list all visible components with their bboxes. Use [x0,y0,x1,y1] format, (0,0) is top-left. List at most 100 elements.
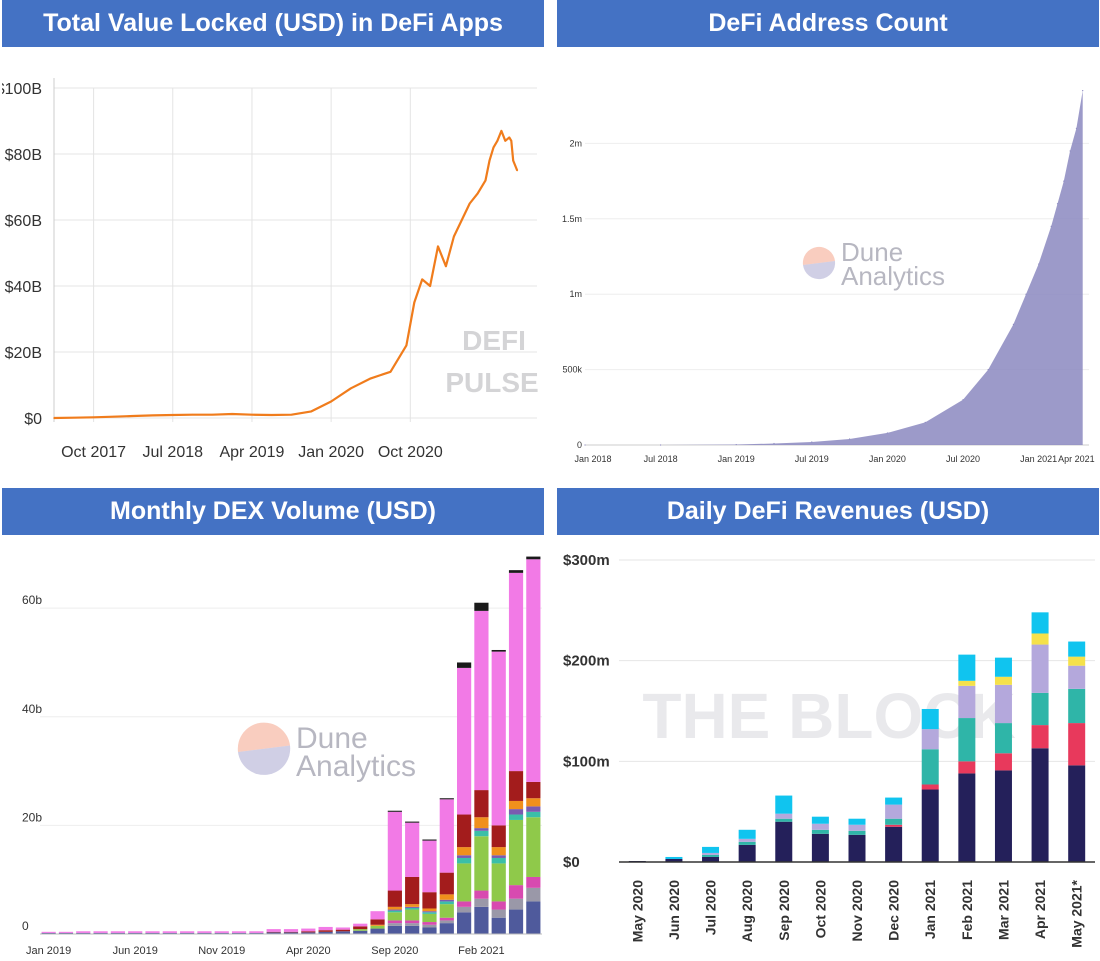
tvl-data-point [231,413,233,415]
tvl-data-point [350,387,352,390]
dex-bar-segment-magenta [508,885,524,899]
revenues-bar-segment-lavender [775,813,793,819]
tvl-data-point [460,219,463,221]
dex-bar-segment-black [387,810,402,812]
dex-bar-segment-magenta [526,876,541,888]
address-watermark-word-1: Dune [841,237,903,267]
dex-bar-segment-orange [405,904,420,907]
tvl-x-tick-label: Apr 2019 [219,444,284,461]
dex-x-tick-label: Sep 2020 [371,945,418,957]
revenues-bar-segment-navy [848,834,866,862]
revenues-bar-segment-yellow [958,680,976,686]
revenues-bar-segment-cyan [958,654,976,681]
revenues-bar-segment-navy [665,858,683,862]
dex-x-tick-label: Feb 2021 [458,945,504,957]
dex-bar-segment-navy [457,912,472,934]
dex-bar-segment-navy [231,932,247,934]
dex-bar-segment-pink [93,931,108,933]
dex-bar-segment-gray [422,924,437,928]
dex-bar-segment-navy [145,932,160,934]
tvl-title: Total Value Locked (USD) in DeFi Apps [2,0,544,47]
dex-bar-segment-teal [508,814,524,820]
address-data-point [1063,180,1065,182]
address-x-tick-label: Jan 2021 [1020,454,1057,464]
revenues-bar-segment-red [958,761,976,774]
dex-x-tick-label: Jun 2019 [113,945,158,957]
dex-bar-segment-teal [491,857,506,864]
revenues-bar-segment-teal [848,830,866,835]
dex-bar-segment-pink [318,926,333,931]
dex-bar-segment-pink [197,931,212,933]
tvl-data-point [496,140,499,142]
revenues-x-tick-label: Feb 2021 [959,880,975,940]
revenues-bar-segment-navy [702,856,720,862]
tvl-data-point [270,414,273,416]
address-data-point [1025,293,1027,295]
revenues-bar-segment-yellow [994,676,1012,685]
dex-bar-segment-navy [110,932,125,934]
revenues-bar-segment-navy [1068,765,1086,862]
dex-watermark-word-1: Dune [296,722,368,755]
revenues-x-tick-label: May 2020 [629,880,645,942]
dex-bar-segment-navy [41,932,56,934]
address-x-tick-label: Jan 2019 [718,454,755,464]
tvl-data-point [421,278,423,281]
dex-bar-segment-teal [387,910,402,913]
address-y-tick-label: 1.5m [562,214,582,224]
address-data-point [1075,127,1077,129]
revenues-bar-segment-red [885,824,903,827]
dex-bar-segment-navy [197,932,212,934]
dex-bar-segment-darkred [422,892,437,909]
dex-bar-segment-orange [370,924,385,926]
tvl-data-point [445,265,447,268]
dex-volume-title: Monthly DEX Volume (USD) [2,488,544,535]
tvl-data-point [389,371,392,373]
tvl-y-tick-label: $20B [5,345,42,362]
tvl-data-point [488,159,491,162]
revenues-bar-segment-cyan [885,797,903,805]
dex-bar-segment-gray [508,898,524,910]
revenues-title: Daily DeFi Revenues (USD) [557,488,1099,535]
dex-watermark-word-2: Analytics [296,750,416,783]
revenues-bar-segment-teal [921,749,939,785]
revenues-bar-segment-cyan [665,856,683,859]
dex-bar-segment-teal [474,830,489,837]
tvl-y-tick-label: $100B [2,81,42,98]
address-data-point [1069,150,1071,152]
tvl-data-point [152,414,154,417]
dex-bar-segment-purple [474,828,489,831]
dex-bar-segment-gray [387,923,402,926]
address-count-title: DeFi Address Count [557,0,1099,47]
dex-bar-segment-pink [353,923,368,927]
revenues-bar-segment-teal [1068,688,1086,724]
revenues-bar-segment-lavender [994,684,1012,724]
tvl-data-point [492,146,495,149]
dex-bar-segment-black [526,556,541,560]
dex-bar-segment-orange [526,798,541,807]
dex-bar-segment-magenta [491,901,506,910]
address-count-panel: DeFi Address Count 0 500k 1m 1.5m 2m Jan 2018… [557,0,1099,481]
dex-bar-segment-pink [231,931,247,933]
address-data-point [660,444,662,446]
address-count-chart: 0 500k 1m 1.5m 2m Jan 2018 Jul 2018 Jan 2019 Jul… [562,90,1095,464]
dex-bar-segment-orange [387,906,402,910]
dex-bar-segment-magenta [422,922,437,925]
tvl-x-tick-label: Jul 2018 [143,444,204,461]
revenues-bar-segment-lavender [702,852,720,855]
revenues-chart: $0 $100m $200m $300m THE BLOCK May 2020 Jun 20… [563,552,1095,948]
dex-volume-chart: 0 20b 40b 60b Jan 2019 Jun 2019 Nov 2019 Apr 20… [22,556,542,957]
dex-bar-segment-navy [318,931,333,934]
dex-bar-segment-navy [93,932,108,934]
tvl-data-point [251,413,253,416]
revenues-bar-segment-cyan [848,818,866,825]
revenues-bar-segment-navy [775,821,793,862]
dex-bar-segment-pink [439,799,454,873]
tvl-data-point [437,245,439,248]
revenues-bar-segment-teal [1031,692,1049,726]
dex-bar-segment-orange [439,894,454,900]
tvl-data-point [290,413,293,416]
tvl-data-point [413,301,416,304]
revenues-x-tick-label: Mar 2021 [995,880,1011,940]
revenues-bar-segment-cyan [921,708,939,730]
dex-bar-segment-pink [457,667,472,815]
